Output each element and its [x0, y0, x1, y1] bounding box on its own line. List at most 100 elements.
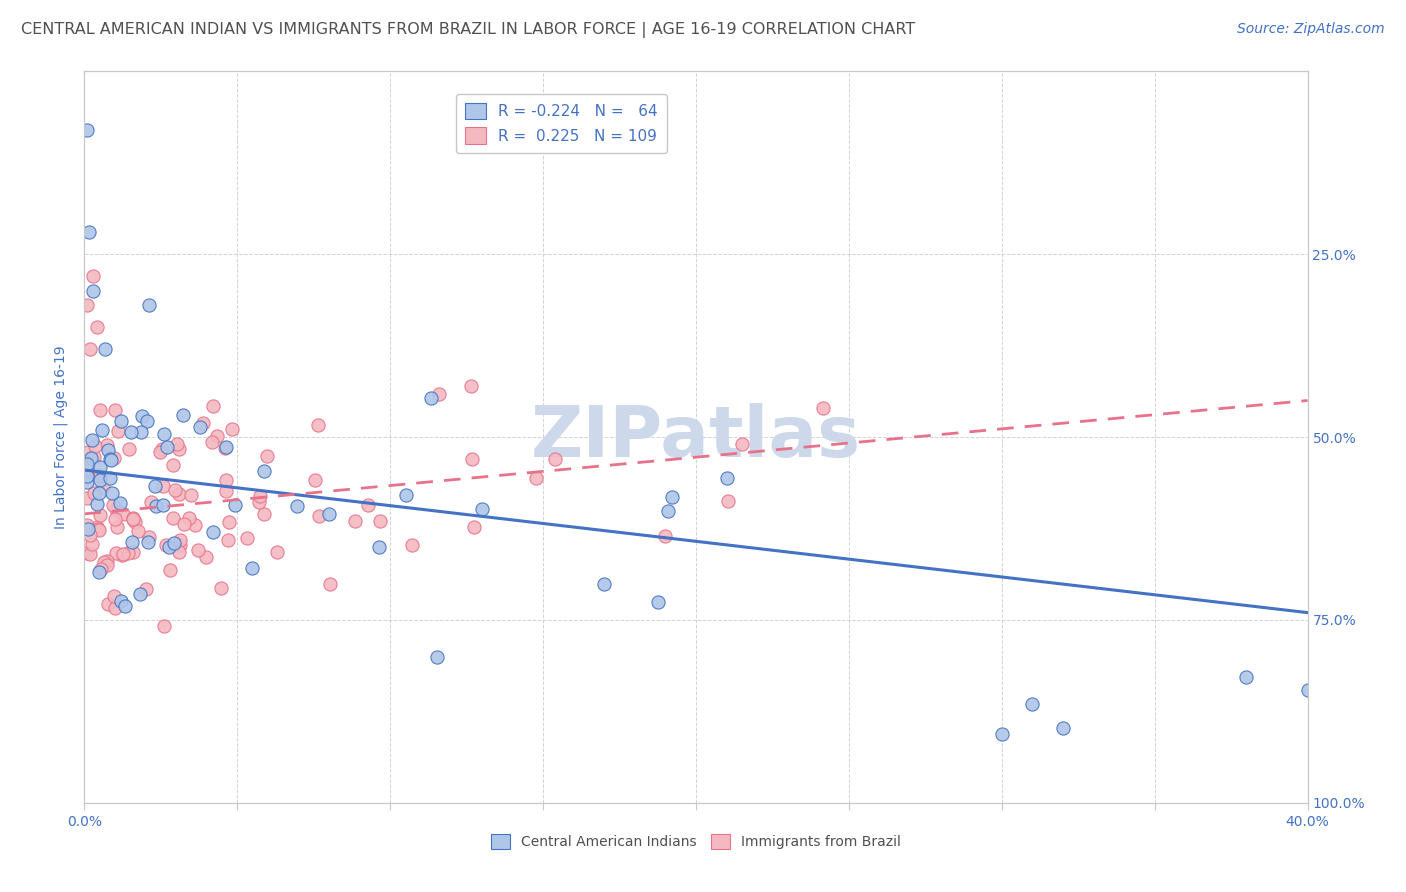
Point — [217, 533, 239, 547]
Point — [98, 452, 121, 467]
Point — [87, 486, 110, 500]
Point — [76, 457, 98, 471]
Point — [401, 538, 423, 552]
Point — [89, 459, 111, 474]
Point — [304, 473, 326, 487]
Point — [524, 471, 547, 485]
Point — [138, 530, 160, 544]
Point — [717, 493, 740, 508]
Point — [129, 425, 152, 439]
Point — [195, 549, 218, 564]
Point — [224, 498, 246, 512]
Point — [308, 509, 330, 524]
Point — [110, 594, 132, 608]
Point — [136, 534, 159, 549]
Point — [654, 529, 676, 543]
Point — [319, 577, 342, 591]
Point — [157, 540, 180, 554]
Point — [114, 599, 136, 614]
Point — [253, 464, 276, 478]
Point — [162, 510, 184, 524]
Point — [184, 518, 207, 533]
Point — [76, 298, 98, 312]
Point — [108, 495, 131, 509]
Point — [1052, 722, 1074, 736]
Point — [124, 515, 146, 529]
Point — [83, 439, 105, 453]
Point — [76, 517, 98, 532]
Point — [105, 520, 128, 534]
Point — [145, 500, 167, 514]
Point — [121, 544, 143, 558]
Point — [117, 546, 139, 560]
Text: Source: ZipAtlas.com: Source: ZipAtlas.com — [1237, 22, 1385, 37]
Point — [221, 422, 243, 436]
Point — [135, 582, 157, 597]
Point — [202, 399, 225, 413]
Point — [101, 486, 124, 500]
Point — [427, 387, 450, 401]
Point — [266, 544, 288, 558]
Point — [731, 436, 754, 450]
Point — [93, 555, 115, 569]
Point — [79, 547, 101, 561]
Point — [318, 507, 340, 521]
Point — [202, 524, 225, 539]
Point — [159, 563, 181, 577]
Point — [471, 502, 494, 516]
Point — [214, 441, 236, 455]
Point — [368, 541, 391, 555]
Point — [187, 543, 209, 558]
Point — [169, 533, 191, 547]
Point — [426, 650, 449, 665]
Point — [215, 474, 238, 488]
Point — [218, 515, 240, 529]
Point — [96, 554, 118, 568]
Point — [1236, 670, 1258, 684]
Point — [76, 475, 98, 489]
Point — [110, 415, 132, 429]
Point — [79, 343, 101, 357]
Point — [89, 473, 111, 487]
Point — [463, 519, 485, 533]
Point — [121, 512, 143, 526]
Point — [120, 425, 142, 439]
Point — [179, 510, 201, 524]
Point — [461, 451, 484, 466]
Point — [249, 489, 271, 503]
Y-axis label: In Labor Force | Age 16-19: In Labor Force | Age 16-19 — [53, 345, 69, 529]
Point — [98, 470, 121, 484]
Point — [172, 408, 194, 422]
Point — [89, 565, 111, 579]
Point — [89, 402, 111, 417]
Point — [593, 577, 616, 591]
Point — [121, 511, 143, 525]
Point — [86, 497, 108, 511]
Point — [76, 123, 98, 137]
Point — [104, 600, 127, 615]
Point — [155, 538, 177, 552]
Point — [80, 537, 103, 551]
Point — [716, 471, 738, 485]
Point — [136, 414, 159, 428]
Point — [205, 429, 228, 443]
Point — [201, 435, 224, 450]
Point — [83, 485, 105, 500]
Point — [253, 507, 276, 521]
Point — [82, 284, 104, 298]
Point — [167, 487, 190, 501]
Point — [544, 451, 567, 466]
Point — [143, 479, 166, 493]
Point — [188, 420, 211, 434]
Point — [368, 514, 391, 528]
Point — [76, 522, 98, 536]
Point — [87, 522, 110, 536]
Point — [236, 531, 259, 545]
Point — [167, 442, 190, 456]
Point — [91, 480, 114, 494]
Point — [94, 343, 117, 357]
Point — [82, 269, 104, 284]
Point — [112, 507, 135, 521]
Point — [118, 442, 141, 456]
Point — [89, 508, 111, 523]
